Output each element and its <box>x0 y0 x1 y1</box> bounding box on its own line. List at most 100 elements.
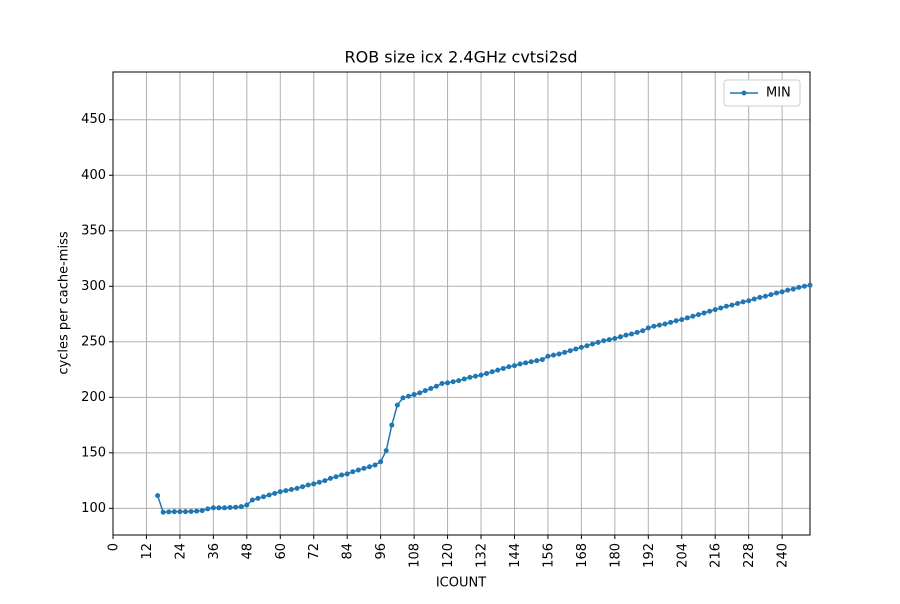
data-point <box>288 486 294 492</box>
data-point <box>718 305 724 311</box>
data-point <box>445 380 451 386</box>
data-point <box>796 284 802 290</box>
x-tick-label: 120 <box>441 543 456 568</box>
data-point <box>729 302 735 308</box>
data-point <box>311 481 317 487</box>
data-point <box>617 334 623 340</box>
data-point <box>517 361 523 367</box>
data-point <box>656 322 662 328</box>
x-tick-label: 0 <box>107 543 122 551</box>
data-point <box>166 509 172 515</box>
data-point <box>645 325 651 331</box>
data-point <box>216 505 222 511</box>
x-tick-label: 132 <box>475 543 490 568</box>
data-point <box>746 298 752 304</box>
data-point <box>651 323 657 329</box>
data-point <box>472 373 478 379</box>
x-tick-label: 60 <box>274 543 289 560</box>
data-point <box>417 390 423 396</box>
data-point <box>327 475 333 481</box>
data-point <box>779 289 785 295</box>
data-point <box>595 339 601 345</box>
data-point <box>277 489 283 495</box>
x-tick-label: 216 <box>709 543 724 568</box>
data-point <box>205 506 211 512</box>
data-point <box>350 469 356 475</box>
data-point <box>194 508 200 514</box>
y-tick-label: 350 <box>81 223 106 238</box>
data-point <box>757 294 763 300</box>
data-point <box>305 482 311 488</box>
x-tick-label: 228 <box>742 543 757 568</box>
data-point <box>612 335 618 341</box>
data-point <box>584 343 590 349</box>
x-tick-label: 240 <box>776 543 791 568</box>
data-point <box>673 318 679 324</box>
data-point <box>249 497 255 503</box>
data-point <box>422 388 428 394</box>
data-point <box>394 402 400 408</box>
data-point <box>339 472 345 478</box>
data-point <box>316 479 322 485</box>
data-point <box>523 360 529 366</box>
x-tick-label: 204 <box>675 543 690 568</box>
data-point <box>701 310 707 316</box>
legend-box <box>723 79 801 107</box>
x-tick-label: 144 <box>508 543 523 568</box>
data-point <box>495 367 501 373</box>
data-point <box>272 490 278 496</box>
data-point <box>668 319 674 325</box>
data-point <box>807 282 813 288</box>
data-point <box>461 376 467 382</box>
data-point <box>383 448 389 454</box>
data-point <box>294 485 300 491</box>
data-point <box>695 312 701 318</box>
data-point <box>227 504 233 510</box>
data-point <box>478 372 484 378</box>
data-point <box>578 344 584 350</box>
data-point <box>723 303 729 309</box>
plot-frame <box>112 71 811 536</box>
data-point <box>567 348 573 354</box>
data-point <box>355 467 361 473</box>
data-point <box>155 493 161 499</box>
data-point <box>662 321 668 327</box>
legend: MIN <box>723 79 801 107</box>
data-point <box>283 488 289 494</box>
data-point <box>182 509 188 515</box>
data-point <box>506 364 512 370</box>
data-point <box>606 337 612 343</box>
x-tick-label: 156 <box>541 543 556 568</box>
data-point <box>762 293 768 299</box>
data-point <box>684 315 690 321</box>
data-point <box>740 299 746 305</box>
y-tick-label: 200 <box>81 390 106 405</box>
data-point <box>562 349 568 355</box>
data-point <box>545 353 551 359</box>
data-point <box>573 346 579 352</box>
x-tick-label: 84 <box>341 543 356 560</box>
data-point <box>467 374 473 380</box>
data-point <box>244 502 250 508</box>
data-point <box>629 331 635 337</box>
data-point <box>690 313 696 319</box>
data-point <box>450 379 456 385</box>
data-point <box>534 358 540 364</box>
x-tick-label: 180 <box>608 543 623 568</box>
data-point <box>679 317 685 323</box>
data-point <box>590 341 596 347</box>
data-point <box>366 464 372 470</box>
data-point <box>539 357 545 363</box>
x-tick-label: 72 <box>307 543 322 560</box>
data-point <box>400 395 406 401</box>
data-point <box>406 393 412 399</box>
data-point <box>551 352 557 358</box>
y-tick-label: 400 <box>81 168 106 183</box>
data-point <box>801 283 807 289</box>
data-point <box>222 505 228 511</box>
x-tick-label: 24 <box>173 543 188 560</box>
data-point <box>210 505 216 511</box>
data-point <box>640 328 646 334</box>
data-point <box>333 474 339 480</box>
data-point <box>768 292 774 298</box>
